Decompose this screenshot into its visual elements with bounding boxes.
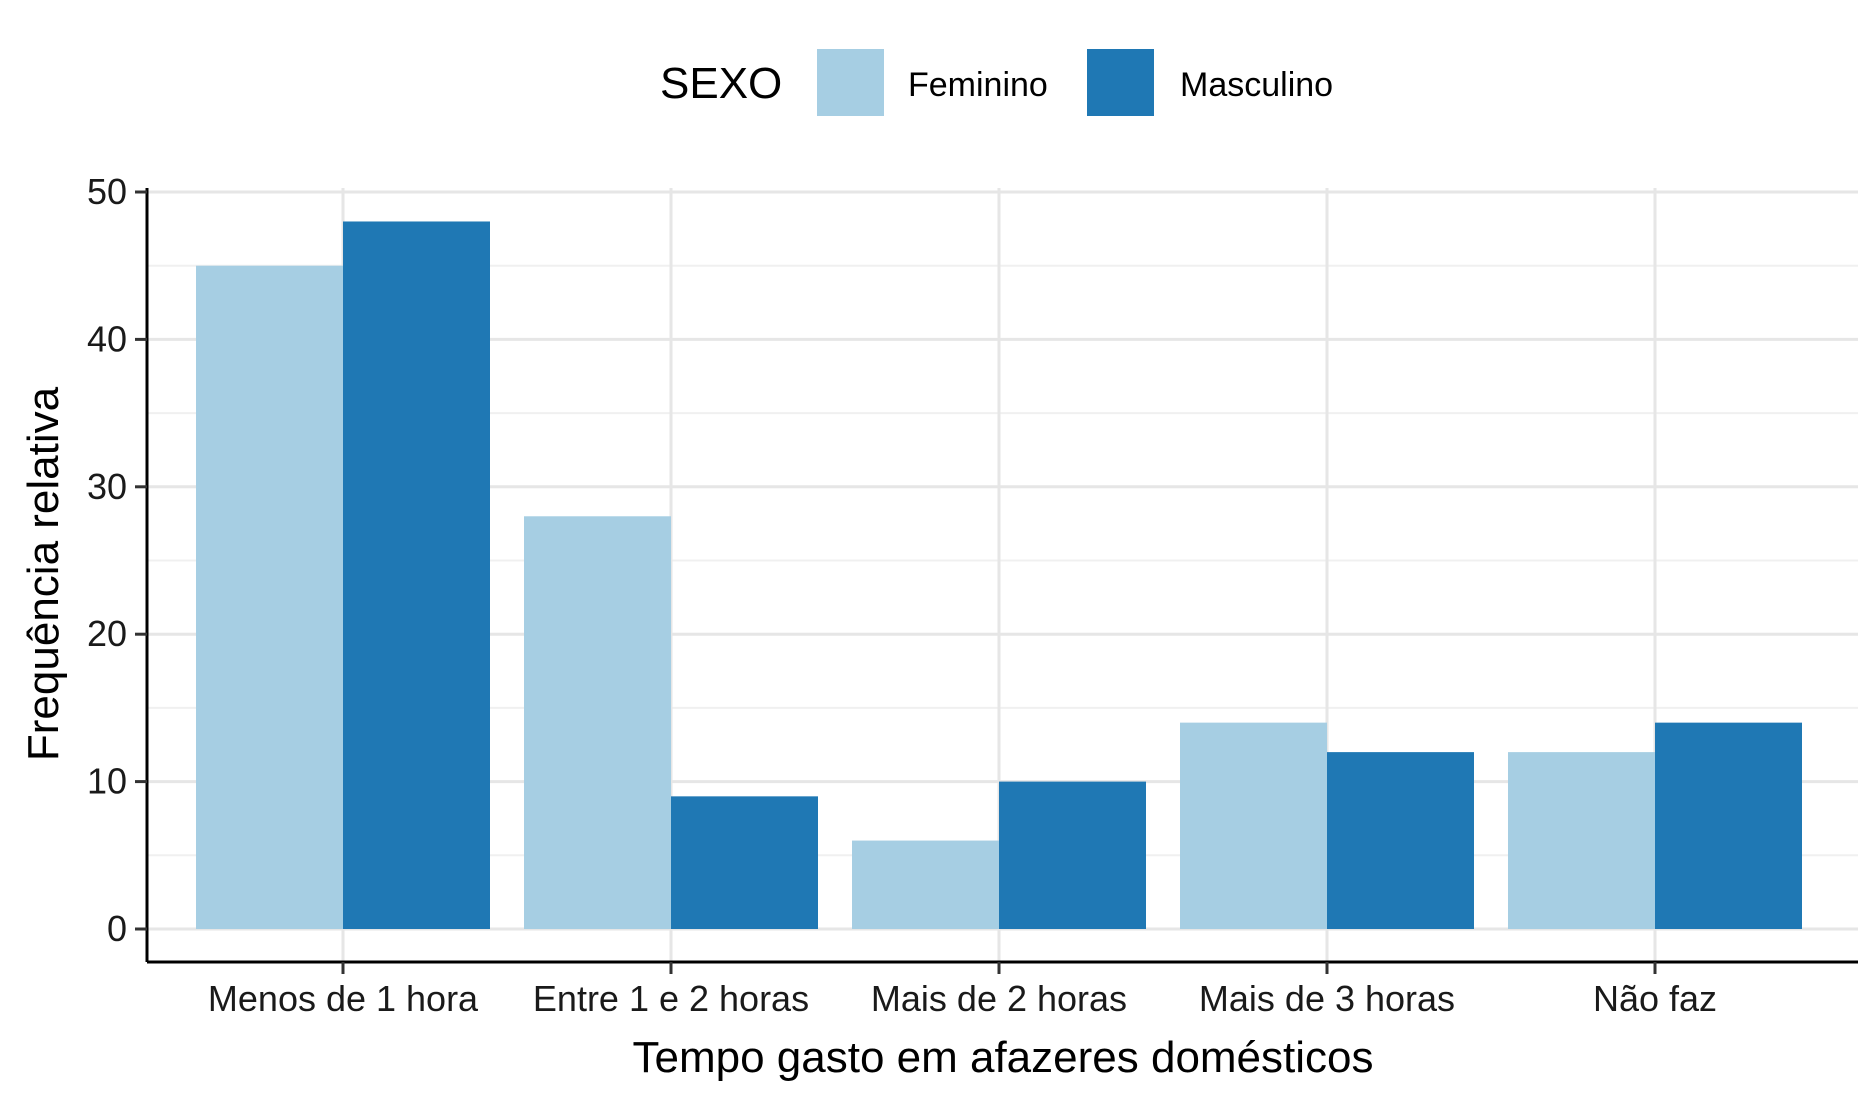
- bar-masculino-1: [671, 796, 818, 929]
- bar-masculino-2: [999, 781, 1146, 929]
- axes: 0 10 20 30 40 50 Menos de 1 hora Entre 1 e 2 ho…: [87, 171, 1858, 1019]
- y-tick-label: 20: [87, 613, 127, 654]
- x-tick-label: Mais de 2 horas: [871, 978, 1127, 1019]
- legend-label-masculino: Masculino: [1180, 66, 1333, 104]
- x-axis-title: Tempo gasto em afazeres domésticos: [632, 1033, 1373, 1082]
- x-tick-label: Menos de 1 hora: [208, 978, 479, 1019]
- y-tick-label: 30: [87, 466, 127, 507]
- y-tick-label: 0: [107, 908, 127, 949]
- bars: [196, 221, 1802, 930]
- legend-swatch-feminino: [817, 49, 884, 116]
- y-tick-label: 10: [87, 761, 127, 802]
- y-tick-label: 40: [87, 318, 127, 359]
- x-tick-label: Entre 1 e 2 horas: [533, 978, 809, 1019]
- y-tick-label: 50: [87, 171, 127, 212]
- bar-feminino-0: [196, 265, 343, 929]
- legend: SEXO Feminino Masculino: [660, 49, 1333, 116]
- bar-feminino-3: [1180, 722, 1327, 929]
- legend-swatch-masculino: [1087, 49, 1154, 116]
- y-axis-title: Frequência relativa: [19, 386, 68, 761]
- bar-feminino-4: [1508, 752, 1655, 929]
- x-tick-label: Mais de 3 horas: [1199, 978, 1455, 1019]
- bar-masculino-3: [1327, 752, 1474, 929]
- bar-feminino-2: [852, 840, 999, 929]
- legend-title: SEXO: [660, 59, 782, 108]
- legend-label-feminino: Feminino: [908, 66, 1048, 104]
- bar-feminino-1: [524, 516, 671, 929]
- bar-masculino-4: [1655, 722, 1802, 929]
- x-tick-label: Não faz: [1593, 978, 1717, 1019]
- bar-masculino-0: [343, 221, 490, 930]
